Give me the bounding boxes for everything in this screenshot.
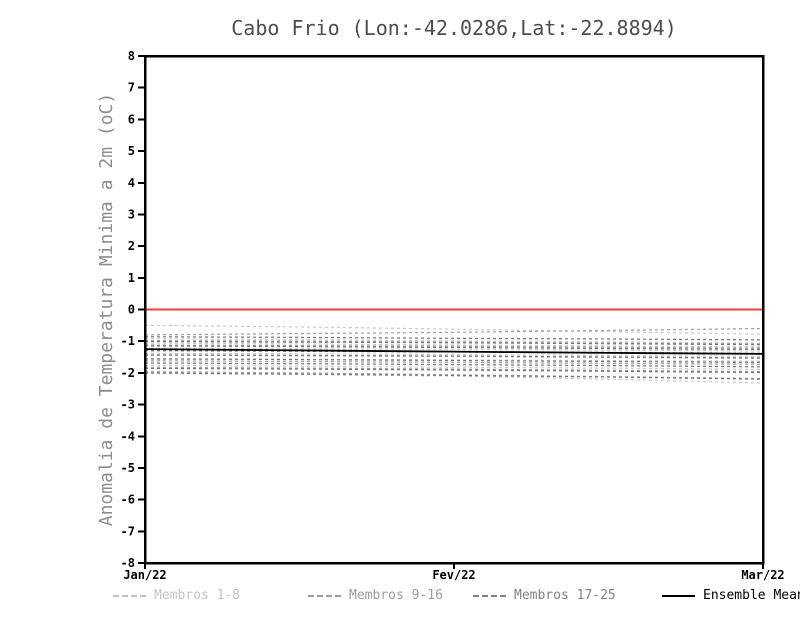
legend-item-label: Membros 17-25: [514, 588, 616, 603]
legend-dashed-line-sample: [308, 595, 341, 597]
y-tick-label: -1: [121, 334, 135, 348]
ensemble-mean-line: [144, 348, 764, 355]
ensemble-member-line: [144, 354, 764, 359]
ensemble-member-line: [144, 358, 764, 364]
ensemble-member-line: [144, 364, 764, 370]
ensemble-member-line: [144, 350, 764, 355]
ensemble-member-line: [144, 327, 764, 336]
ensemble-member-line: [144, 339, 764, 345]
chart-title: Cabo Frio (Lon:-42.0286,Lat:-22.8894): [231, 16, 677, 40]
y-tick-label: 4: [128, 176, 135, 190]
x-tick-label: Fev/22: [432, 568, 475, 582]
legend-dashed-line-sample: [113, 595, 146, 597]
ensemble-member-line: [144, 336, 764, 341]
legend-solid-line-sample: [662, 595, 695, 597]
ensemble-member-line: [144, 347, 764, 352]
y-tick-label: 1: [128, 271, 135, 285]
ensemble-member-line: [144, 342, 764, 348]
y-tick-label: 8: [128, 49, 135, 63]
y-tick-label: 3: [128, 207, 135, 221]
ensemble-member-line: [144, 372, 764, 380]
ensemble-member-line: [144, 344, 764, 349]
ensemble-member-line: [144, 340, 764, 346]
y-tick-label: -6: [121, 493, 135, 507]
plot-frame: [143, 54, 765, 565]
y-tick-label: 6: [128, 112, 135, 126]
y-tick-label: -3: [121, 398, 135, 412]
y-tick-label: -7: [121, 524, 135, 538]
ensemble-member-line: [144, 362, 764, 368]
legend-item-label: Membros 1-8: [154, 588, 241, 603]
ensemble-member-line: [144, 371, 764, 380]
legend-item-label: Ensemble Mean: [703, 588, 800, 603]
legend-item-membros-9-16: Membros 9-16: [308, 587, 443, 605]
x-tick-label: Mar/22: [741, 568, 784, 582]
y-tick-label: -8: [121, 556, 135, 570]
legend-item-membros-1-8: Membros 1-8: [113, 587, 240, 605]
ensemble-member-line: [144, 367, 764, 374]
ensemble-member-line: [144, 338, 764, 344]
x-tick-label: Jan/22: [123, 568, 166, 582]
y-tick-label: -5: [121, 461, 135, 475]
y-tick-label: -2: [121, 366, 135, 380]
ensemble-member-line: [144, 360, 764, 365]
ensemble-member-line: [144, 372, 764, 384]
legend-item-ensemble-mean: Ensemble Mean: [662, 587, 800, 605]
y-tick-label: -4: [121, 429, 135, 443]
legend-dashed-line-sample: [473, 595, 506, 597]
ensemble-member-line: [144, 324, 764, 335]
y-tick-label: 2: [128, 239, 135, 253]
y-tick-label: 5: [128, 144, 135, 158]
y-tick-label: 0: [128, 303, 135, 317]
ensemble-member-line: [144, 345, 764, 351]
legend-item-label: Membros 9-16: [349, 588, 443, 603]
ensemble-member-line: [144, 352, 764, 357]
y-tick-label: 7: [128, 81, 135, 95]
legend-item-membros-17-25: Membros 17-25: [473, 587, 616, 605]
ensemble-member-line: [144, 366, 764, 373]
